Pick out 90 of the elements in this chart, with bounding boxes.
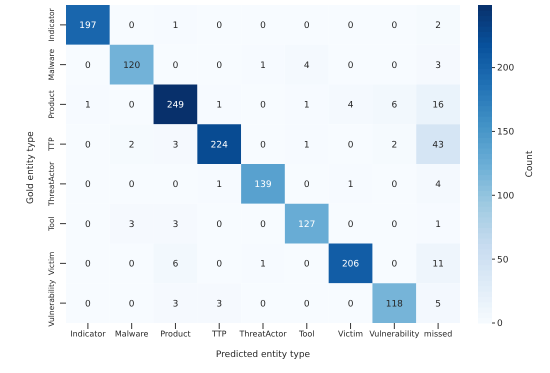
data-label: 5: [435, 299, 441, 310]
data-label: 2: [435, 21, 441, 32]
data-label: 4: [348, 100, 354, 111]
data-label: 1: [85, 100, 91, 111]
data-label: 197: [79, 21, 96, 32]
data-label: 0: [216, 60, 222, 71]
color-scale: 0 50 100 150 200 Count: [470, 0, 550, 373]
data-label: 1: [435, 220, 441, 230]
data-label: 206: [342, 260, 360, 270]
data-label: 139: [254, 180, 272, 190]
data-label: 2: [391, 140, 398, 150]
data-label: 0: [216, 21, 222, 32]
data-label: 0: [260, 21, 266, 32]
data-label: 0: [85, 220, 92, 230]
data-label: 0: [85, 180, 92, 190]
x-tick-label: TTP: [210, 330, 227, 339]
data-label: 0: [128, 21, 135, 32]
x-tick-label: Vulnerability: [369, 330, 420, 339]
data-label: 3: [435, 60, 441, 71]
data-label: 1: [304, 140, 310, 150]
data-label: 0: [348, 140, 354, 150]
color-bar-label: 150: [497, 128, 514, 138]
data-label: 0: [391, 180, 398, 190]
data-label: 0: [348, 60, 354, 71]
data-label: 3: [128, 220, 135, 230]
data-label: 1: [216, 100, 222, 111]
data-label: 0: [128, 260, 135, 270]
x-tick-label: missed: [424, 330, 452, 339]
data-label: 0: [391, 260, 398, 270]
x-tick-label: Victim: [338, 330, 364, 339]
data-label: 0: [391, 21, 398, 32]
color-bar-label: 50: [497, 255, 509, 266]
data-label: 0: [128, 100, 135, 111]
x-tick-label: Indicator: [70, 330, 106, 339]
data-label: 3: [172, 140, 178, 150]
data-label: 43: [432, 140, 444, 150]
data-label: 0: [216, 260, 222, 270]
x-tick-label: Malware: [114, 330, 148, 339]
data-label: 0: [85, 260, 92, 270]
data-label: 0: [304, 299, 310, 310]
x-tick-label: Product: [160, 330, 191, 339]
data-label: 4: [304, 60, 310, 71]
data-label: 1: [172, 21, 178, 32]
data-label: 3: [172, 299, 178, 310]
data-label: 16: [432, 100, 444, 111]
x-axis-title: Predicted entity type: [216, 350, 311, 360]
data-label: 1: [260, 260, 266, 270]
data-label: 0: [85, 60, 92, 71]
data-label: 6: [391, 100, 398, 111]
data-label: 224: [210, 140, 228, 150]
data-label: 0: [348, 220, 354, 230]
data-label: 11: [432, 260, 444, 270]
data-label: 1: [304, 100, 310, 111]
data-label: 0: [260, 140, 266, 150]
data-label: 249: [166, 100, 184, 111]
data-label: 3: [172, 220, 178, 230]
y-axis-title: Gold entity type: [26, 130, 36, 204]
data-label: 0: [391, 60, 398, 71]
data-label: 6: [172, 260, 179, 270]
data-label: 0: [260, 220, 266, 230]
data-label: 118: [386, 299, 404, 310]
color-bar-label: 200: [497, 64, 514, 74]
data-label: 0: [260, 299, 266, 310]
data-label: 120: [123, 60, 141, 71]
data-label: 0: [348, 299, 354, 310]
color-bar-label: 100: [497, 191, 514, 202]
data-label: 1: [216, 180, 222, 190]
data-label: 0: [172, 60, 179, 71]
data-label: 127: [298, 220, 316, 230]
data-label: 2: [128, 140, 135, 150]
data-label: 0: [172, 180, 179, 190]
data-label: 0: [128, 299, 135, 310]
data-label: 3: [216, 299, 222, 310]
data-label: 4: [435, 180, 442, 190]
data-label: 1: [348, 180, 354, 190]
data-label: 0: [304, 180, 310, 190]
data-label: 0: [304, 260, 310, 270]
data-label: 0: [128, 180, 135, 190]
data-label: 1: [260, 60, 266, 71]
data-label: 0: [216, 220, 222, 230]
x-tick-label: Tool: [298, 330, 315, 339]
x-tick-label: ThreatActor: [238, 330, 288, 339]
data-label: 0: [85, 140, 92, 150]
data-label: 0: [85, 299, 92, 310]
data-label: 0: [348, 21, 354, 32]
data-label: 0: [304, 21, 310, 32]
data-label: 0: [391, 220, 398, 230]
color-bar-title: Count: [525, 150, 535, 178]
data-label: 0: [260, 100, 266, 111]
color-bar-label: 0: [497, 319, 503, 330]
